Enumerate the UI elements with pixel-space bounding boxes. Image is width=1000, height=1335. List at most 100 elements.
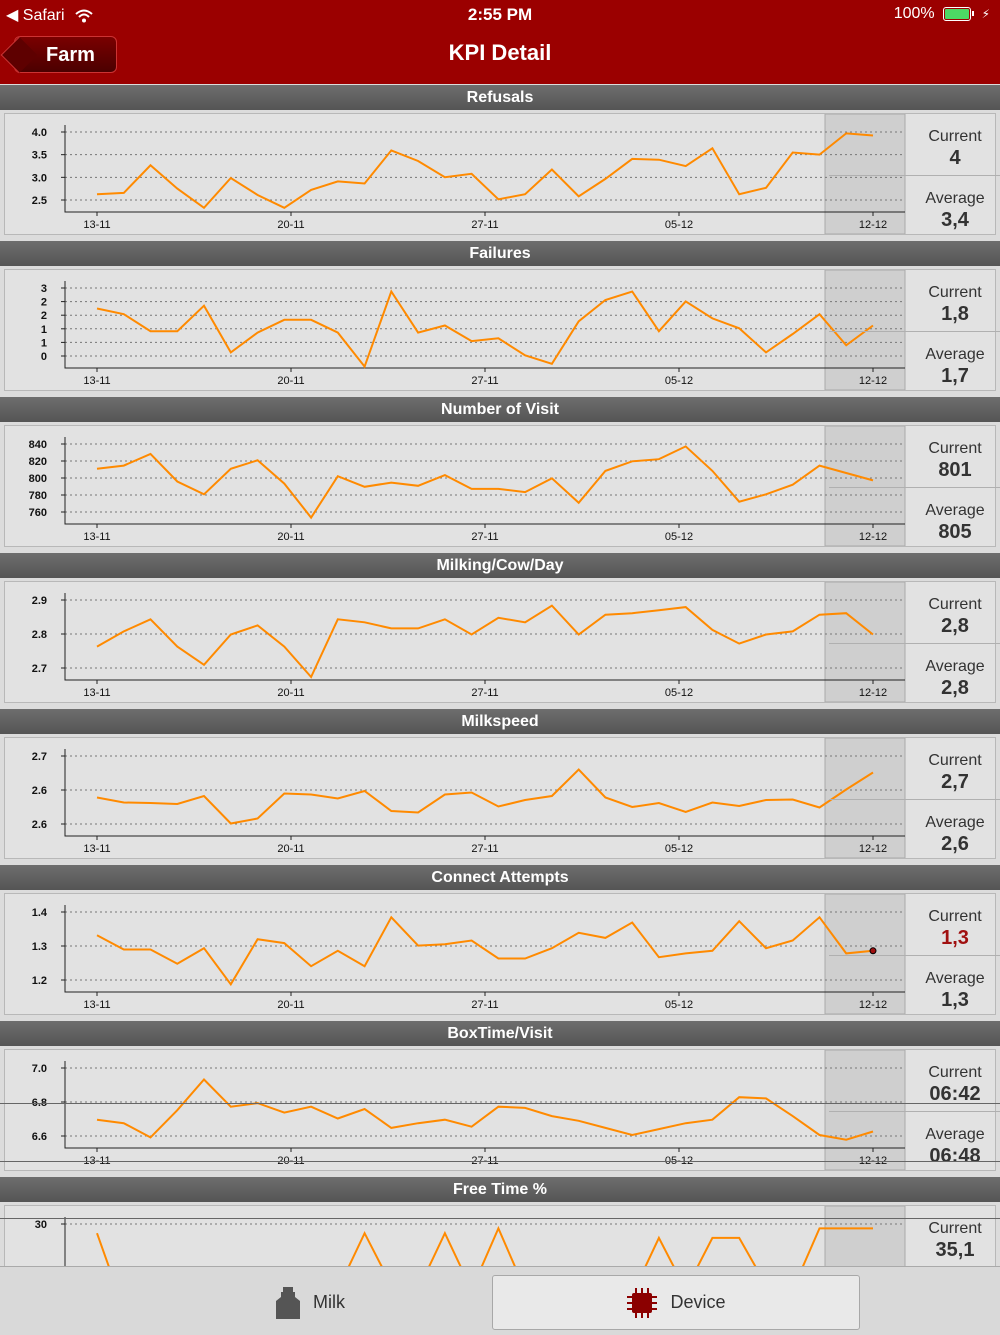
series-line <box>96 132 874 210</box>
x-tick-label: 05-12 <box>665 687 693 699</box>
current-period-shade <box>824 738 906 858</box>
y-tick-label: 7.0 <box>32 1063 47 1075</box>
y-tick-label: 2.5 <box>32 195 47 207</box>
average-label: Average <box>925 502 985 519</box>
x-tick-label: 13-11 <box>83 999 110 1011</box>
tab-milk[interactable]: Milk <box>140 1275 480 1330</box>
series-line <box>96 445 874 520</box>
current-label: Current <box>928 1220 982 1237</box>
stat-divider <box>829 175 1000 176</box>
back-chevron-icon: ◀ <box>6 7 19 24</box>
current-value: 2,8 <box>941 615 969 637</box>
kpi-title: Number of Visit <box>0 397 1000 422</box>
kpi-panel[interactable]: 2.5 3.0 3.5 4.0 13-11 20-11 27-11 05-12 12-12 Cur… <box>4 113 1000 235</box>
current-stat: Current 1,3 <box>909 908 1000 950</box>
back-button-label: Farm <box>46 44 95 66</box>
page-title: KPI Detail <box>448 40 552 65</box>
current-period-shade <box>824 270 906 390</box>
current-label: Current <box>928 440 982 457</box>
battery-percent: 100% <box>893 5 935 22</box>
x-tick-label: 27-11 <box>471 375 498 387</box>
kpi-line-chart: 2.6 2.6 2.7 13-11 20-11 27-11 05-12 12-12 <box>32 738 906 858</box>
x-tick-label: 13-11 <box>83 219 110 231</box>
status-back-app-label: Safari <box>22 7 65 24</box>
x-tick-label: 12-12 <box>859 219 887 231</box>
kpi-section[interactable]: Milking/Cow/Day 2.7 2.8 2.9 13-11 20-11 27-11 0… <box>0 553 1000 709</box>
y-tick-label: 3 <box>41 283 47 295</box>
stat-divider <box>829 331 1000 332</box>
current-label: Current <box>928 128 982 145</box>
series-line <box>96 915 874 987</box>
series-line <box>96 1078 874 1141</box>
current-stat: Current 2,7 <box>909 752 1000 794</box>
current-label: Current <box>928 1064 982 1081</box>
y-tick-label: 2 <box>41 310 47 322</box>
current-label: Current <box>928 908 982 925</box>
average-stat: Average 3,4 <box>909 190 1000 232</box>
tab-device[interactable]: Device <box>492 1275 860 1330</box>
kpi-panel[interactable]: 760 780 800 820 840 13-11 20-11 27-11 05-12 12-12… <box>4 425 1000 547</box>
kpi-title: Refusals <box>0 85 1000 110</box>
charging-icon: ⚡ <box>981 7 990 21</box>
y-tick-label: 1 <box>41 337 47 349</box>
kpi-panel[interactable]: 2.6 2.6 2.7 13-11 20-11 27-11 05-12 12-12 Curren… <box>4 737 1000 859</box>
kpi-section[interactable]: Connect Attempts 1.2 1.3 1.4 13-11 20-11 27-11… <box>0 865 1000 1021</box>
current-value: 1,8 <box>941 303 969 325</box>
average-label: Average <box>925 970 985 987</box>
series-line <box>96 768 874 825</box>
kpi-panel[interactable]: 1.2 1.3 1.4 13-11 20-11 27-11 05-12 12-12 Curren… <box>4 893 1000 1015</box>
current-period-shade <box>824 894 906 1014</box>
back-button-farm[interactable]: Farm <box>14 36 117 73</box>
kpi-panel[interactable]: 0 1 1 2 2 3 13-11 20-11 27-11 05-12 12-12 Current 1,… <box>4 269 1000 391</box>
current-stat: Current 2,8 <box>909 596 1000 638</box>
divider <box>0 1161 1000 1162</box>
y-tick-label: 2.6 <box>32 819 47 831</box>
axes <box>64 281 905 369</box>
kpi-section[interactable]: Number of Visit 760 780 800 820 840 13-11 20-11… <box>0 397 1000 553</box>
stat-divider <box>829 487 1000 488</box>
kpi-line-chart: 0 11 22 3 13-11 20-11 27-11 05-12 12-12 <box>41 270 906 390</box>
y-tick-label: 1.4 <box>32 907 48 919</box>
navigation-bar: ◀ Safari 2:55 PM 100% ⚡ Farm KPI Detail <box>0 0 1000 84</box>
x-tick-label: 20-11 <box>277 843 304 855</box>
series-line <box>96 604 874 679</box>
kpi-section[interactable]: Refusals 2.5 3.0 3.5 4.0 13-11 20-11 27-11 05-12… <box>0 85 1000 241</box>
x-tick-label: 27-11 <box>471 843 498 855</box>
axes <box>64 749 905 837</box>
average-value: 2,6 <box>941 833 969 855</box>
kpi-title: Failures <box>0 241 1000 266</box>
kpi-line-chart: 6.66.87.013-11 20-11 27-11 05-12 12-12 <box>32 1050 906 1170</box>
x-tick-label: 13-11 <box>83 843 110 855</box>
average-value: 06:48 <box>929 1145 981 1167</box>
y-tick-label: 840 <box>29 439 47 451</box>
kpi-section[interactable]: Failures 0 1 1 2 2 3 13-11 20-11 27-11 05-12 12-12 C… <box>0 241 1000 397</box>
kpi-line-chart: 760 780 800 820 840 13-11 20-11 27-11 05-12 12-12 <box>29 426 906 546</box>
kpi-section[interactable]: Milkspeed 2.6 2.6 2.7 13-11 20-11 27-11 05-12 12… <box>0 709 1000 865</box>
x-tick-label: 05-12 <box>665 999 693 1011</box>
kpi-panel[interactable]: 6.6 6.8 7.0 13-11 20-11 27-11 05-12 12-12 Curren… <box>4 1049 1000 1171</box>
status-back-to-app[interactable]: ◀ Safari <box>6 5 93 25</box>
y-tick-label: 1.2 <box>32 975 47 987</box>
x-tick-label: 27-11 <box>471 999 498 1011</box>
wifi-icon <box>69 7 93 24</box>
y-tick-label: 4.0 <box>32 127 47 139</box>
y-tick-label: 3.0 <box>32 172 47 184</box>
y-tick-label: 2.9 <box>32 595 47 607</box>
current-value: 1,3 <box>941 927 969 949</box>
x-tick-label: 05-12 <box>665 843 693 855</box>
average-value: 2,8 <box>941 677 969 699</box>
kpi-panel[interactable]: 2.7 2.8 2.9 13-11 20-11 27-11 05-12 12-12 Curren… <box>4 581 1000 703</box>
current-period-shade <box>824 1050 906 1170</box>
y-tick-label: 2.7 <box>32 751 47 763</box>
current-stat: Current 4 <box>909 128 1000 170</box>
average-stat: Average 1,7 <box>909 346 1000 388</box>
stat-divider <box>829 799 1000 800</box>
y-tick-label: 1 <box>41 324 47 336</box>
stat-divider <box>829 1111 1000 1112</box>
x-tick-label: 12-12 <box>859 531 887 543</box>
current-label: Current <box>928 596 982 613</box>
x-tick-label: 12-12 <box>859 687 887 699</box>
x-tick-label: 05-12 <box>665 531 693 543</box>
x-tick-label: 27-11 <box>471 687 498 699</box>
kpi-section[interactable]: BoxTime/Visit 6.6 6.8 7.0 13-11 20-11 27-11 05-… <box>0 1021 1000 1177</box>
